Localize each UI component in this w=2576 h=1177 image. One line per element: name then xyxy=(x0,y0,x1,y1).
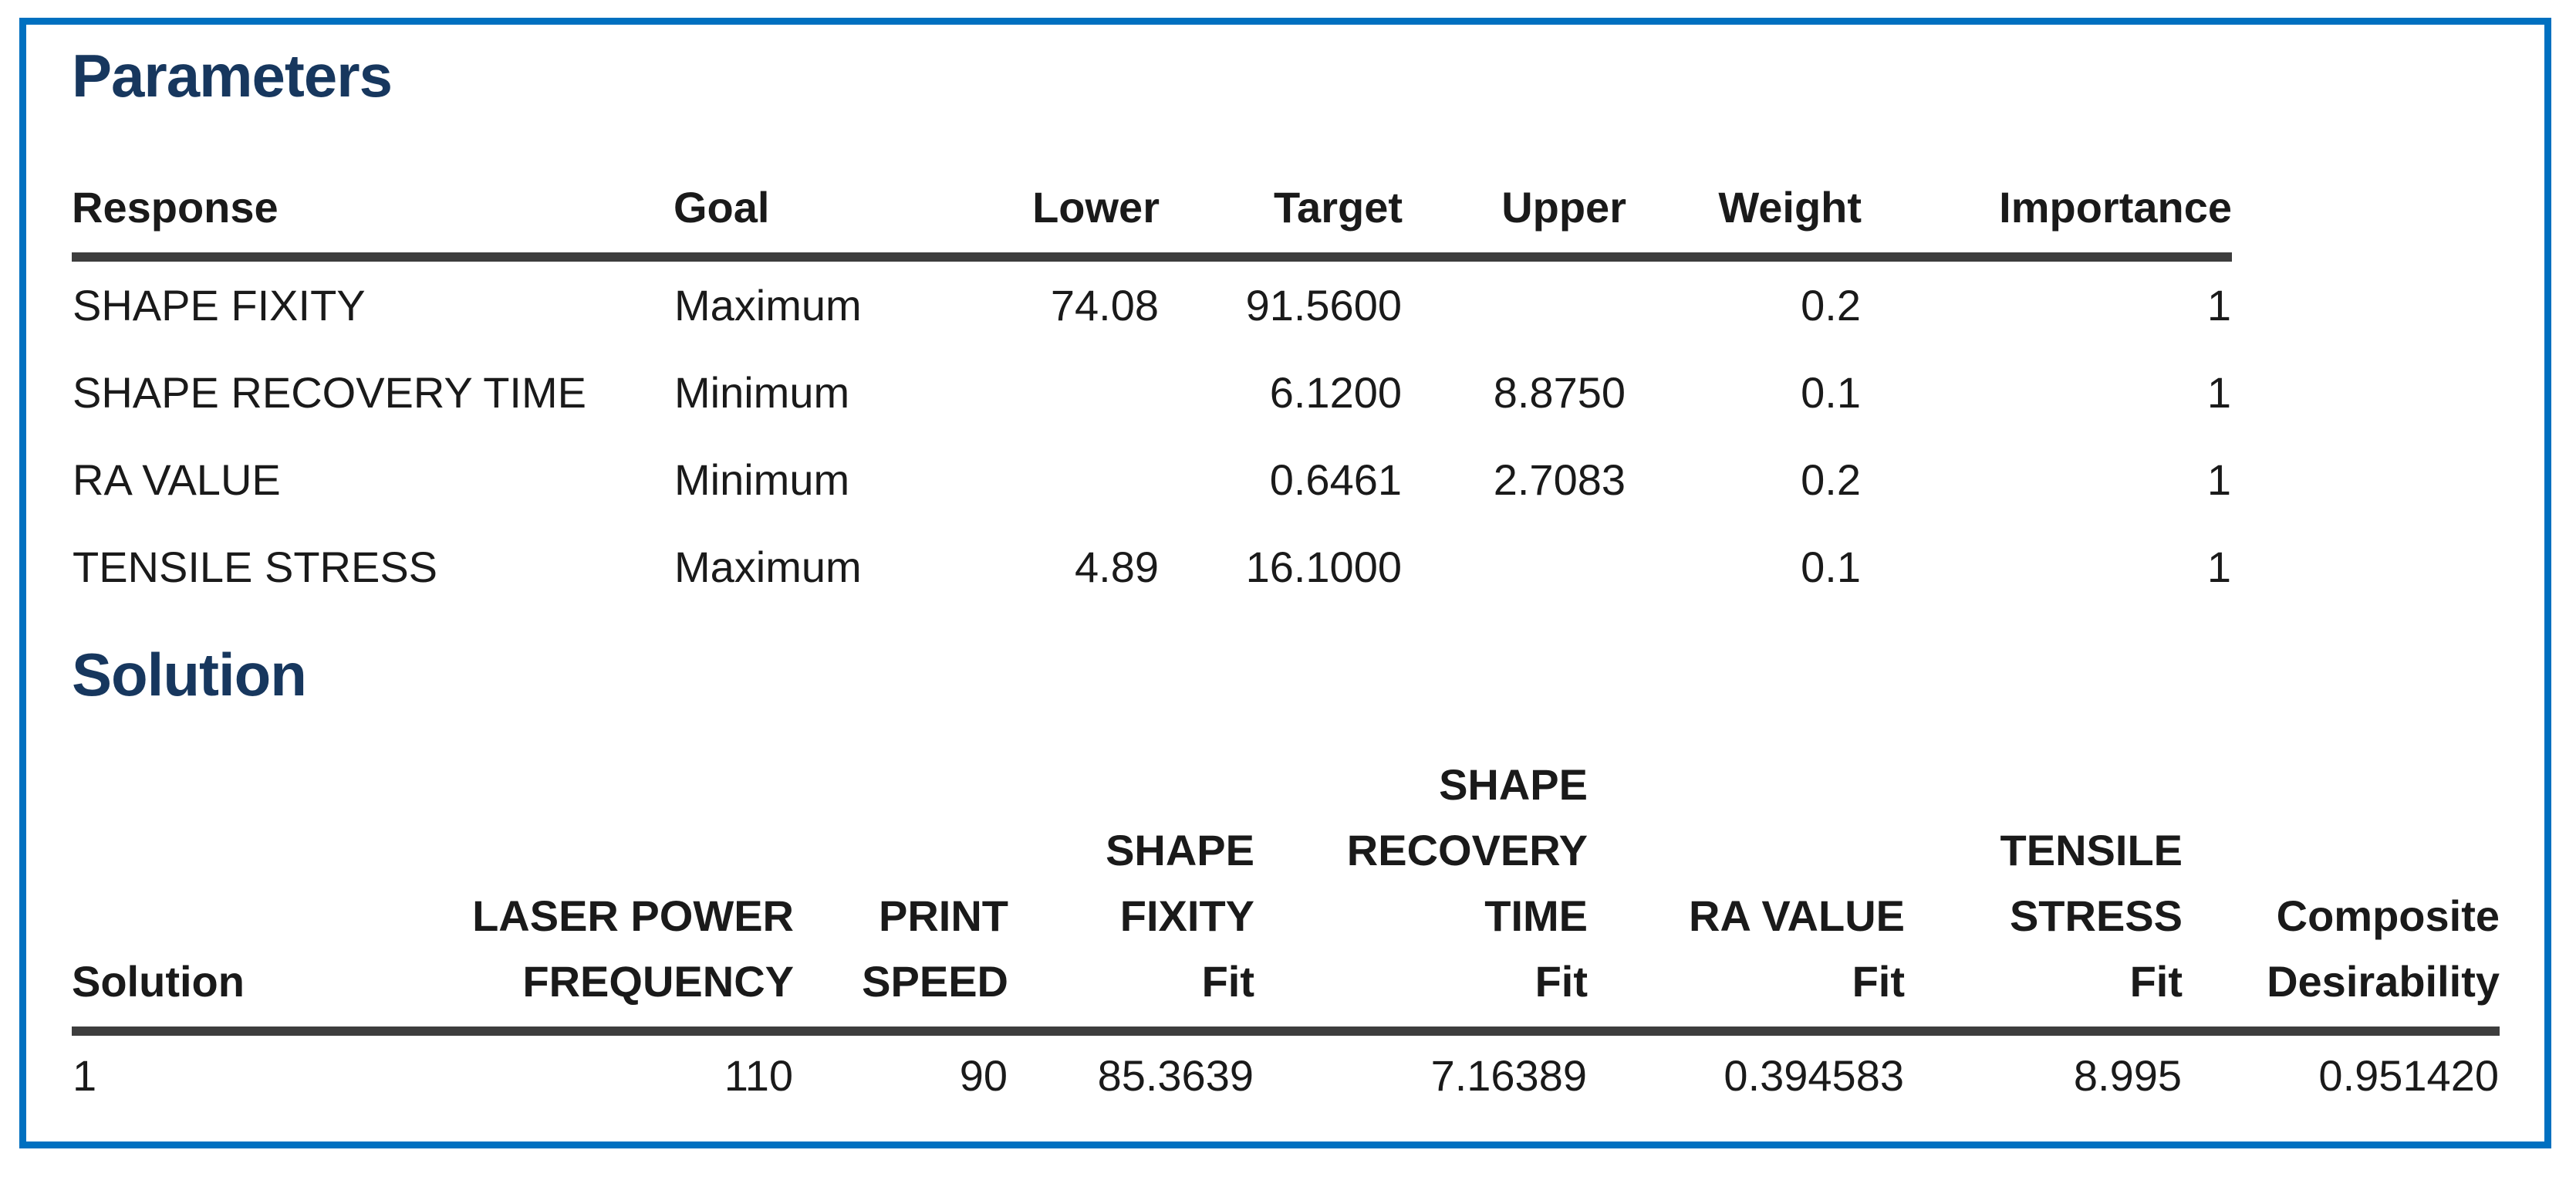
cell-lower: 74.08 xyxy=(1050,281,1159,330)
cell-upper: 2.7083 xyxy=(1493,455,1626,505)
table-row: SHAPE RECOVERY TIME Minimum 6.1200 8.875… xyxy=(72,349,2232,436)
cell-weight: 0.1 xyxy=(1801,543,1861,592)
cell-upper xyxy=(1403,257,1626,349)
cell-shape-recovery-time-fit: 7.16389 xyxy=(1430,1050,1587,1100)
table-row: SHAPE FIXITY Maximum 74.08 91.5600 0.2 1 xyxy=(72,257,2232,349)
column-header-print-speed: PRINT SPEED xyxy=(794,752,1008,1037)
cell-response: TENSILE STRESS xyxy=(73,543,438,592)
column-header-shape-fixity-fit: SHAPE FIXITY Fit xyxy=(1008,752,1254,1037)
cell-solution-number: 1 xyxy=(73,1050,97,1100)
table-row: TENSILE STRESS Maximum 4.89 16.1000 0.1 … xyxy=(72,523,2232,610)
cell-weight: 0.2 xyxy=(1801,455,1861,505)
cell-weight: 0.2 xyxy=(1801,281,1861,330)
column-header-composite-desirability: Composite Desirability xyxy=(2183,752,2500,1037)
column-header-laser-power-frequency: LASER POWER FREQUENCY xyxy=(342,752,794,1037)
cell-target: 6.1200 xyxy=(1269,368,1402,418)
cell-weight: 0.1 xyxy=(1801,368,1861,418)
cell-target: 91.5600 xyxy=(1245,281,1402,330)
cell-print-speed: 90 xyxy=(959,1050,1008,1100)
cell-goal: Maximum xyxy=(674,543,862,592)
column-header-lower: Lower xyxy=(928,174,1160,262)
column-header-tensile-stress-fit: TENSILE STRESS Fit xyxy=(1905,752,2183,1037)
column-header-upper: Upper xyxy=(1403,174,1626,262)
cell-goal: Minimum xyxy=(674,455,850,505)
column-header-ra-value-fit: RA VALUE Fit xyxy=(1588,752,1905,1037)
cell-importance: 1 xyxy=(2206,455,2231,505)
column-header-importance: Importance xyxy=(1862,174,2232,262)
cell-target: 0.6461 xyxy=(1269,455,1402,505)
cell-tensile-stress-fit: 8.995 xyxy=(2073,1050,2182,1100)
column-header-target: Target xyxy=(1160,174,1403,262)
cell-composite-desirability: 0.951420 xyxy=(2318,1050,2499,1100)
column-header-weight: Weight xyxy=(1626,174,1862,262)
cell-target: 16.1000 xyxy=(1245,543,1402,592)
report-frame: Parameters Response Goal Lower Target Up… xyxy=(19,18,2551,1148)
table-row: 1 110 90 85.3639 7.16389 0.394583 8.995 … xyxy=(72,1031,2500,1114)
cell-upper xyxy=(1403,523,1626,610)
cell-lower xyxy=(928,436,1160,523)
column-header-response: Response xyxy=(72,174,674,262)
cell-response: RA VALUE xyxy=(73,455,281,505)
cell-lower: 4.89 xyxy=(1075,543,1159,592)
parameters-header-row: Response Goal Lower Target Upper Weight … xyxy=(72,174,2232,262)
cell-response: SHAPE RECOVERY TIME xyxy=(73,368,586,418)
cell-importance: 1 xyxy=(2206,281,2231,330)
solution-table: Solution LASER POWER FREQUENCY PRINT SPE… xyxy=(72,752,2500,1114)
solution-header-row: Solution LASER POWER FREQUENCY PRINT SPE… xyxy=(72,752,2500,1037)
cell-lower xyxy=(928,349,1160,436)
cell-ra-value-fit: 0.394583 xyxy=(1724,1050,1904,1100)
cell-laser-power-frequency: 110 xyxy=(724,1050,793,1100)
parameters-table: Response Goal Lower Target Upper Weight … xyxy=(72,174,2232,610)
column-header-solution: Solution xyxy=(72,752,342,1037)
column-header-shape-recovery-time-fit: SHAPE RECOVERY TIME Fit xyxy=(1254,752,1588,1037)
cell-shape-fixity-fit: 85.3639 xyxy=(1097,1050,1254,1100)
table-row: RA VALUE Minimum 0.6461 2.7083 0.2 1 xyxy=(72,436,2232,523)
cell-upper: 8.8750 xyxy=(1493,368,1626,418)
solution-section-title: Solution xyxy=(72,641,307,709)
parameters-section-title: Parameters xyxy=(72,42,393,110)
cell-response: SHAPE FIXITY xyxy=(73,281,366,330)
cell-importance: 1 xyxy=(2206,543,2231,592)
cell-importance: 1 xyxy=(2206,368,2231,418)
column-header-goal: Goal xyxy=(674,174,928,262)
cell-goal: Minimum xyxy=(674,368,850,418)
cell-goal: Maximum xyxy=(674,281,862,330)
